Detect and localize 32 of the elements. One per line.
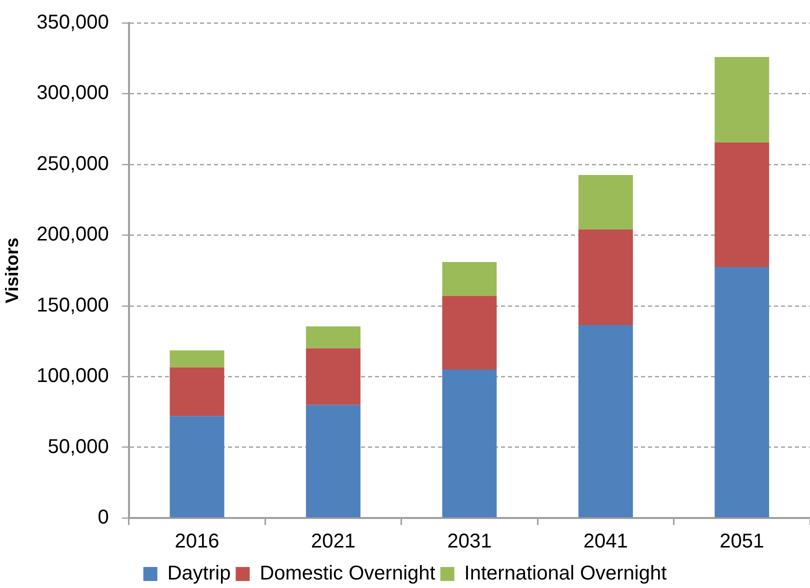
- bar: [170, 416, 224, 518]
- y-tick-label: 150,000: [36, 294, 109, 316]
- y-tick-label: 350,000: [36, 12, 109, 34]
- bar: [714, 266, 770, 518]
- bar: [714, 142, 770, 267]
- legend-label: Daytrip: [167, 562, 231, 585]
- y-tick-label: 300,000: [36, 82, 109, 104]
- legend-label: International Overnight: [464, 562, 668, 585]
- y-tick-label: 250,000: [36, 152, 109, 175]
- bar: [306, 404, 360, 518]
- y-axis-title: Visitors: [2, 238, 22, 304]
- bar: [442, 370, 497, 518]
- bar: [170, 350, 224, 368]
- bar: [714, 56, 770, 143]
- y-tick-label: 100,000: [36, 365, 109, 388]
- x-tick-label: 2051: [720, 530, 764, 553]
- x-tick-label: 2041: [583, 530, 628, 553]
- y-tick-label: 0: [98, 506, 109, 529]
- x-tick-label: 2031: [447, 530, 492, 553]
- bar: [578, 175, 633, 230]
- bar: [578, 229, 633, 325]
- y-tick-label: 200,000: [36, 224, 109, 246]
- bar: [170, 367, 224, 416]
- y-tick-label: 50,000: [48, 436, 109, 458]
- bar: [306, 348, 360, 405]
- bar: [578, 324, 633, 518]
- x-tick-label: 2021: [310, 530, 356, 553]
- bar: [306, 326, 360, 348]
- bar: [442, 262, 497, 296]
- x-tick-label: 2016: [174, 530, 220, 553]
- legend-label: Domestic Overnight: [260, 562, 436, 585]
- bar: [442, 296, 497, 370]
